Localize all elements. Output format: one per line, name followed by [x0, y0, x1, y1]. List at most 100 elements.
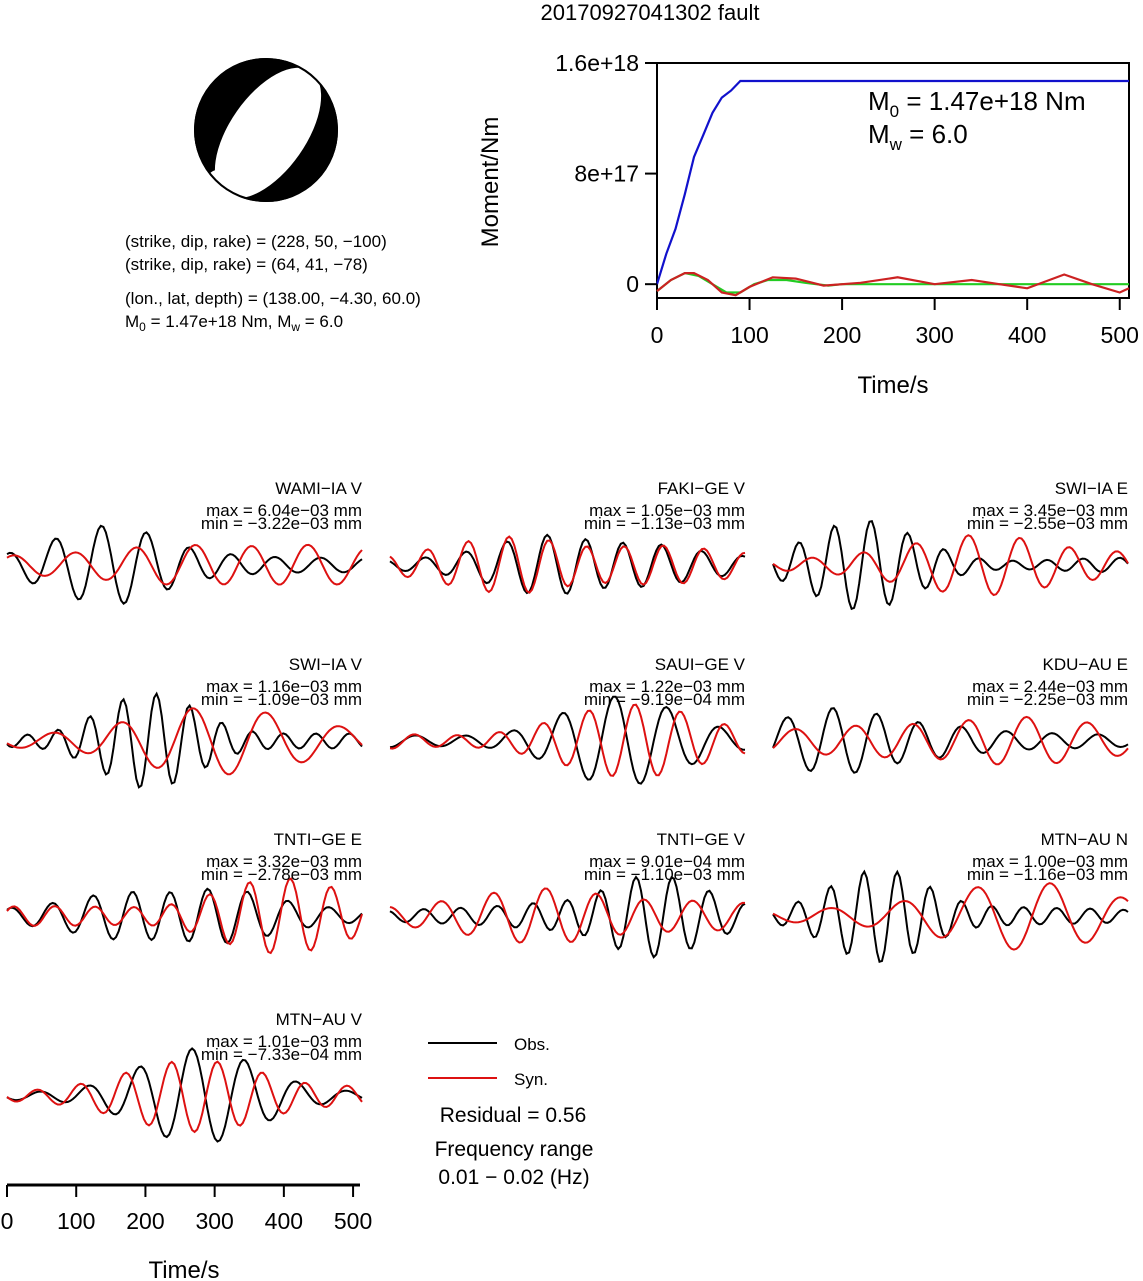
- moment-x-ticks: 0 100 200 300 400 500: [651, 298, 1139, 348]
- figure-title: 20170927041302 fault: [541, 0, 760, 25]
- moment-xlabel: Time/s: [857, 372, 928, 399]
- focal-mechanism-beachball: [194, 58, 338, 202]
- observed-waveform: [389, 695, 746, 785]
- synthetic-waveform: [6, 707, 363, 776]
- station-name: MTN−AU N: [1041, 830, 1128, 849]
- station-max: max = 2.44e−03 mm: [972, 677, 1128, 696]
- station-min: min = −2.78e−03 mm: [201, 865, 362, 884]
- frequency-title: Frequency range: [435, 1138, 594, 1161]
- station-name: KDU−AU E: [1043, 655, 1129, 674]
- residual-label: Residual = 0.56: [440, 1104, 587, 1127]
- moment-ytick-label: 1.6e+18: [555, 50, 639, 76]
- synthetic-waveform: [389, 887, 745, 944]
- synthetic-waveform: [772, 534, 1129, 597]
- moment-xtick-label: 200: [823, 322, 861, 348]
- observed-waveform: [389, 875, 746, 959]
- synthetic-waveform: [6, 543, 363, 586]
- synthetic-waveform: [6, 877, 363, 955]
- frequency-range: 0.01 − 0.02 (Hz): [438, 1166, 589, 1189]
- station-min: min = −7.33e−04 mm: [201, 1045, 362, 1064]
- station-name: SAUI−GE V: [655, 655, 746, 674]
- mechanism-line-3: (lon., lat, depth) = (138.00, −4.30, 60.…: [125, 289, 421, 308]
- observed-waveform: [772, 520, 1129, 611]
- moment-plot-frame: [656, 62, 1130, 299]
- observed-waveform: [389, 533, 746, 595]
- station-name: MTN−AU V: [276, 1010, 363, 1029]
- station-max: max = 1.05e−03 mm: [589, 501, 745, 520]
- synthetic-waveform: [6, 1060, 363, 1134]
- station-name: TNTI−GE E: [274, 830, 362, 849]
- observed-waveform: [6, 524, 363, 605]
- observed-waveform: [772, 869, 1129, 963]
- moment-xtick-label: 400: [1008, 322, 1046, 348]
- synthetic-waveform: [389, 535, 746, 594]
- synthetic-waveform: [772, 882, 1129, 951]
- waveform-xtick-label: 0: [1, 1208, 14, 1234]
- moment-series-red: [656, 272, 1130, 297]
- moment-xtick-label: 500: [1101, 322, 1139, 348]
- station-max: max = 1.22e−03 mm: [589, 677, 745, 696]
- mechanism-info: (strike, dip, rake) = (228, 50, −100) (s…: [125, 232, 421, 334]
- station-min: min = −1.16e−03 mm: [967, 865, 1128, 884]
- station-max: max = 3.45e−03 mm: [972, 501, 1128, 520]
- station-name: WAMI−IA V: [275, 479, 362, 498]
- station-min: min = −2.55e−03 mm: [967, 514, 1128, 533]
- station-name: SWI−IA E: [1055, 479, 1128, 498]
- moment-y-ticks: 0 8e+17 1.6e+18: [555, 50, 657, 297]
- station-max: max = 1.16e−03 mm: [206, 677, 362, 696]
- station-min: min = −1.09e−03 mm: [201, 690, 362, 709]
- moment-xtick-label: 100: [730, 322, 768, 348]
- station-name: SWI−IA V: [289, 655, 363, 674]
- waveform-xtick-label: 500: [334, 1208, 372, 1234]
- station-min: min = −9.19e−04 mm: [584, 690, 745, 709]
- moment-mw-annotation: Mw = 6.0: [868, 119, 968, 154]
- station-min: min = −2.25e−03 mm: [967, 690, 1128, 709]
- station-min: min = −1.10e−03 mm: [584, 865, 745, 884]
- moment-series-blue: [655, 79, 1129, 285]
- observed-waveform: [772, 707, 1129, 774]
- mechanism-moment-line: M0 = 1.47e+18 Nm, Mw = 6.0: [125, 312, 343, 334]
- station-min: min = −3.22e−03 mm: [201, 514, 362, 533]
- station-max: max = 1.01e−03 mm: [206, 1032, 362, 1051]
- moment-ytick-label: 8e+17: [574, 161, 639, 187]
- station-name: TNTI−GE V: [657, 830, 746, 849]
- synthetic-waveform: [772, 715, 1129, 766]
- station-max: max = 6.04e−03 mm: [206, 501, 362, 520]
- waveform-xtick-label: 200: [126, 1208, 164, 1234]
- station-max: max = 9.01e−04 mm: [589, 852, 745, 871]
- observed-waveform: [6, 691, 363, 789]
- waveform-xtick-label: 300: [195, 1208, 233, 1234]
- moment-series: [655, 79, 1130, 297]
- moment-xtick-label: 300: [915, 322, 953, 348]
- observed-waveform: [6, 887, 363, 945]
- waveform-time-axis: Time/s 0 100 200 300 400 500: [1, 1183, 372, 1281]
- legend-syn-label: Syn.: [514, 1070, 548, 1089]
- moment-xtick-label: 0: [651, 322, 664, 348]
- moment-plot: 0 8e+17 1.6e+18 0 100 200 300 400 500 Moment/Nm…: [477, 50, 1139, 399]
- mechanism-line-1: (strike, dip, rake) = (228, 50, −100): [125, 232, 387, 251]
- legend: Obs. Syn. Residual = 0.56 Frequency rang…: [428, 1035, 593, 1189]
- moment-ylabel: Moment/Nm: [477, 117, 504, 248]
- waveform-xtick-label: 400: [265, 1208, 303, 1234]
- observed-waveform: [6, 1047, 363, 1143]
- station-name: FAKI−GE V: [658, 479, 746, 498]
- station-min: min = −1.13e−03 mm: [584, 514, 745, 533]
- waveform-xtick-label: 100: [57, 1208, 95, 1234]
- waveform-xlabel: Time/s: [148, 1257, 219, 1281]
- synthetic-waveform: [389, 703, 746, 777]
- moment-ytick-label: 0: [626, 271, 639, 297]
- legend-obs-label: Obs.: [514, 1035, 550, 1054]
- station-max: max = 3.32e−03 mm: [206, 852, 362, 871]
